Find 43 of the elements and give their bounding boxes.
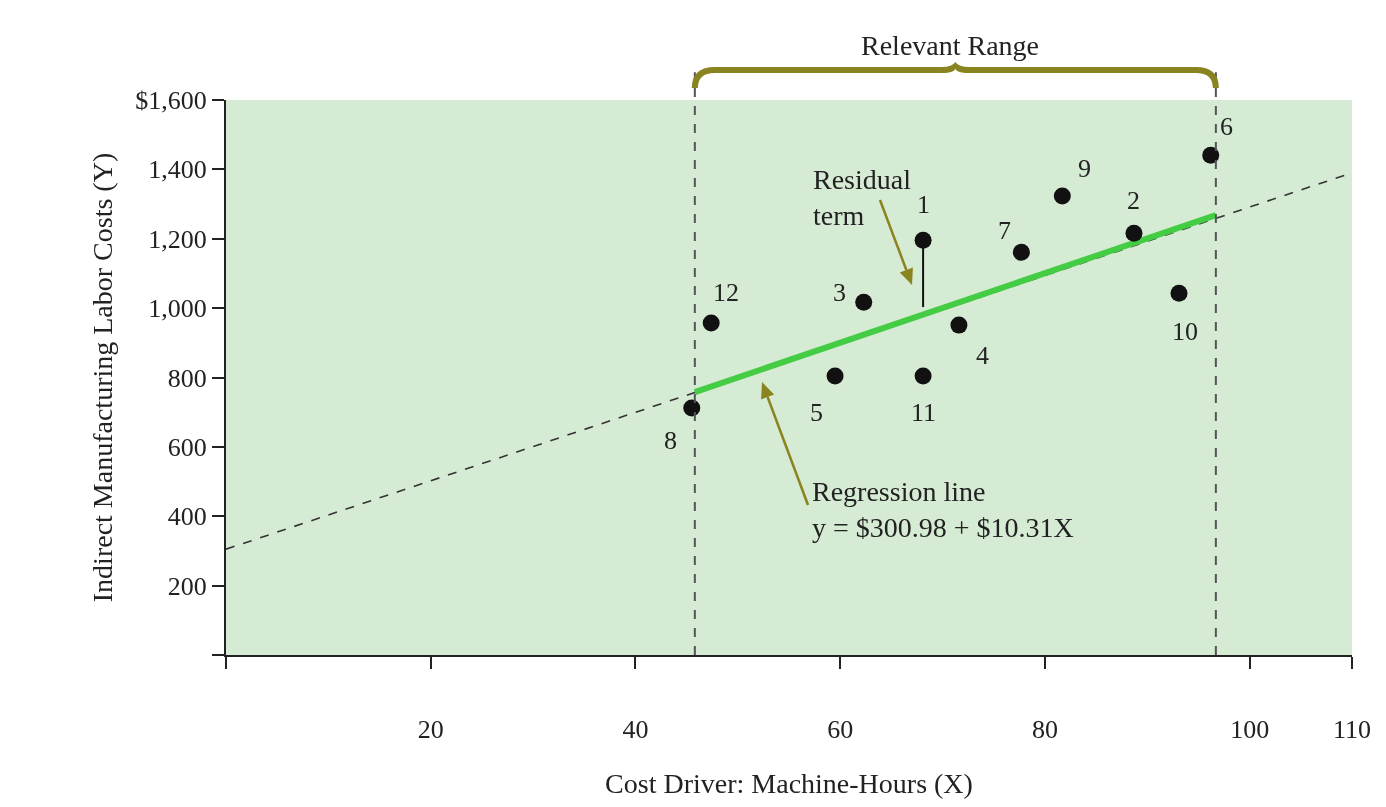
y-tick-label: 800 [167,363,207,393]
annotation: Regression line y = $300.98 + $10.31X [812,476,1074,544]
x-tick-label: 60 [827,715,854,745]
annotation: 6 [1220,112,1233,141]
point [826,367,844,385]
point [1053,187,1071,205]
annotation: 8 [664,426,677,455]
annotation: 4 [976,341,989,370]
point [1125,224,1143,242]
annotation: 12 [713,278,739,307]
y-tick-label: 200 [167,571,207,601]
point [1012,243,1030,261]
x-tick-label: 40 [622,715,649,745]
annotation: 9 [1078,154,1091,183]
point [914,231,932,249]
y-tick-label: 1,000 [148,294,207,324]
annotation: 5 [810,398,823,427]
x-axis-title: Cost Driver: Machine-Hours (X) [605,767,973,799]
point [1202,146,1220,164]
x-tick-label: 110 [1332,715,1372,745]
x-tick-label: 80 [1031,715,1058,745]
annotation: 11 [911,398,937,427]
annotation: 3 [833,278,846,307]
annotation: Residual term [813,164,912,232]
y-tick-label: 1,200 [148,224,207,254]
y-tick-label: 600 [167,432,207,462]
point [702,314,720,332]
y-axis-title: Indirect Manufacturing Labor Costs (Y) [87,152,119,603]
x-tick-label: 100 [1230,715,1270,745]
point [950,316,968,334]
y-tick-label: 1,400 [148,155,207,185]
point [1170,284,1188,302]
point [683,399,701,417]
y-tick-label: $1,600 [135,86,207,116]
point [855,293,873,311]
annotation: 1 [917,190,930,219]
point [914,367,932,385]
annotation: 7 [998,216,1011,245]
annotation: 10 [1172,317,1198,346]
annotation: 2 [1127,186,1140,215]
x-tick-label: 20 [417,715,444,745]
y-tick-label: 400 [167,502,207,532]
text: Relevant Range [861,30,1040,61]
